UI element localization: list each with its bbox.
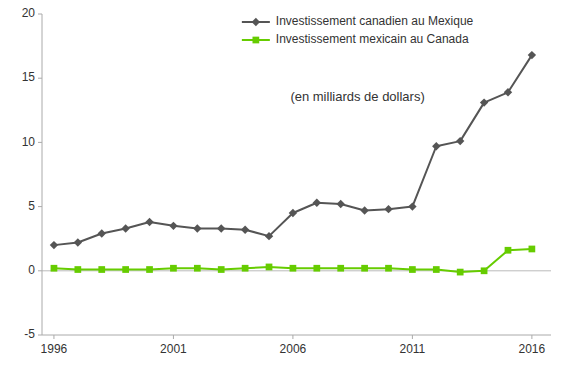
plot-area: [50, 51, 536, 276]
point: [385, 265, 392, 272]
point: [528, 51, 536, 59]
x-tick: [531, 335, 532, 339]
y-tick-label: 20: [22, 6, 36, 20]
x-tick: [173, 335, 174, 339]
point: [289, 209, 297, 217]
series-line: [54, 249, 532, 272]
x-tick-label: 2001: [160, 342, 187, 356]
point: [409, 266, 416, 273]
series-0: [50, 51, 536, 249]
y-tick: [38, 335, 42, 336]
point: [122, 266, 129, 273]
point: [51, 265, 58, 272]
x-tick: [53, 335, 54, 339]
point: [74, 266, 81, 273]
legend-label: Investissement canadien au Mexique: [276, 14, 474, 28]
chart-svg: -5 0 5 10 15 20 1996 2001 2006 2011 2016 Investisse…: [0, 0, 567, 365]
y-tick-label: 5: [28, 199, 35, 213]
point: [337, 200, 345, 208]
point: [505, 247, 512, 254]
legend-label: Investissement mexicain au Canada: [276, 32, 469, 46]
point: [242, 265, 249, 272]
legend: Investissement canadien au Mexique Invest…: [242, 14, 474, 46]
point: [170, 265, 177, 272]
point: [408, 202, 416, 210]
point: [145, 218, 153, 226]
legend-swatch-marker: [252, 37, 259, 44]
point: [266, 264, 273, 271]
y-tick: [38, 206, 42, 207]
point: [98, 229, 106, 237]
y-tick: [38, 78, 42, 79]
y-tick-label: 10: [22, 135, 36, 149]
point: [265, 232, 273, 240]
point: [74, 238, 82, 246]
point: [529, 246, 536, 253]
x-tick-label: 2006: [280, 342, 307, 356]
x-tick-label: 1996: [41, 342, 68, 356]
point: [194, 265, 201, 272]
legend-swatch-marker: [252, 18, 260, 26]
x-tick: [292, 335, 293, 339]
point: [432, 142, 440, 150]
point: [121, 224, 129, 232]
point: [361, 265, 368, 272]
point: [360, 206, 368, 214]
point: [313, 199, 321, 207]
point: [146, 266, 153, 273]
point: [480, 98, 488, 106]
subtitle: (en milliards de dollars): [290, 89, 424, 104]
y-tick-label: -5: [24, 327, 35, 341]
y-axis-line: [42, 14, 43, 335]
point: [193, 224, 201, 232]
point: [457, 269, 464, 276]
point: [337, 265, 344, 272]
point: [433, 266, 440, 273]
y-tick: [38, 142, 42, 143]
x-tick-label: 2016: [519, 342, 546, 356]
x-tick: [412, 335, 413, 339]
point: [504, 88, 512, 96]
point: [456, 137, 464, 145]
chart-container: -5 0 5 10 15 20 1996 2001 2006 2011 2016 Investisse…: [0, 0, 567, 365]
point: [217, 224, 225, 232]
x-tick-label: 2011: [399, 342, 425, 356]
series-line: [54, 55, 532, 245]
y-tick: [38, 270, 42, 271]
y-tick-label: 0: [28, 263, 35, 277]
point: [169, 222, 177, 230]
y-tick: [38, 14, 42, 15]
series-1: [51, 246, 536, 276]
point: [481, 267, 488, 274]
point: [241, 226, 249, 234]
point: [50, 241, 58, 249]
y-tick-label: 15: [22, 70, 36, 84]
point: [218, 266, 225, 273]
x-axis-line: [42, 335, 551, 336]
point: [384, 205, 392, 213]
point: [290, 265, 297, 272]
point: [98, 266, 105, 273]
point: [313, 265, 320, 272]
